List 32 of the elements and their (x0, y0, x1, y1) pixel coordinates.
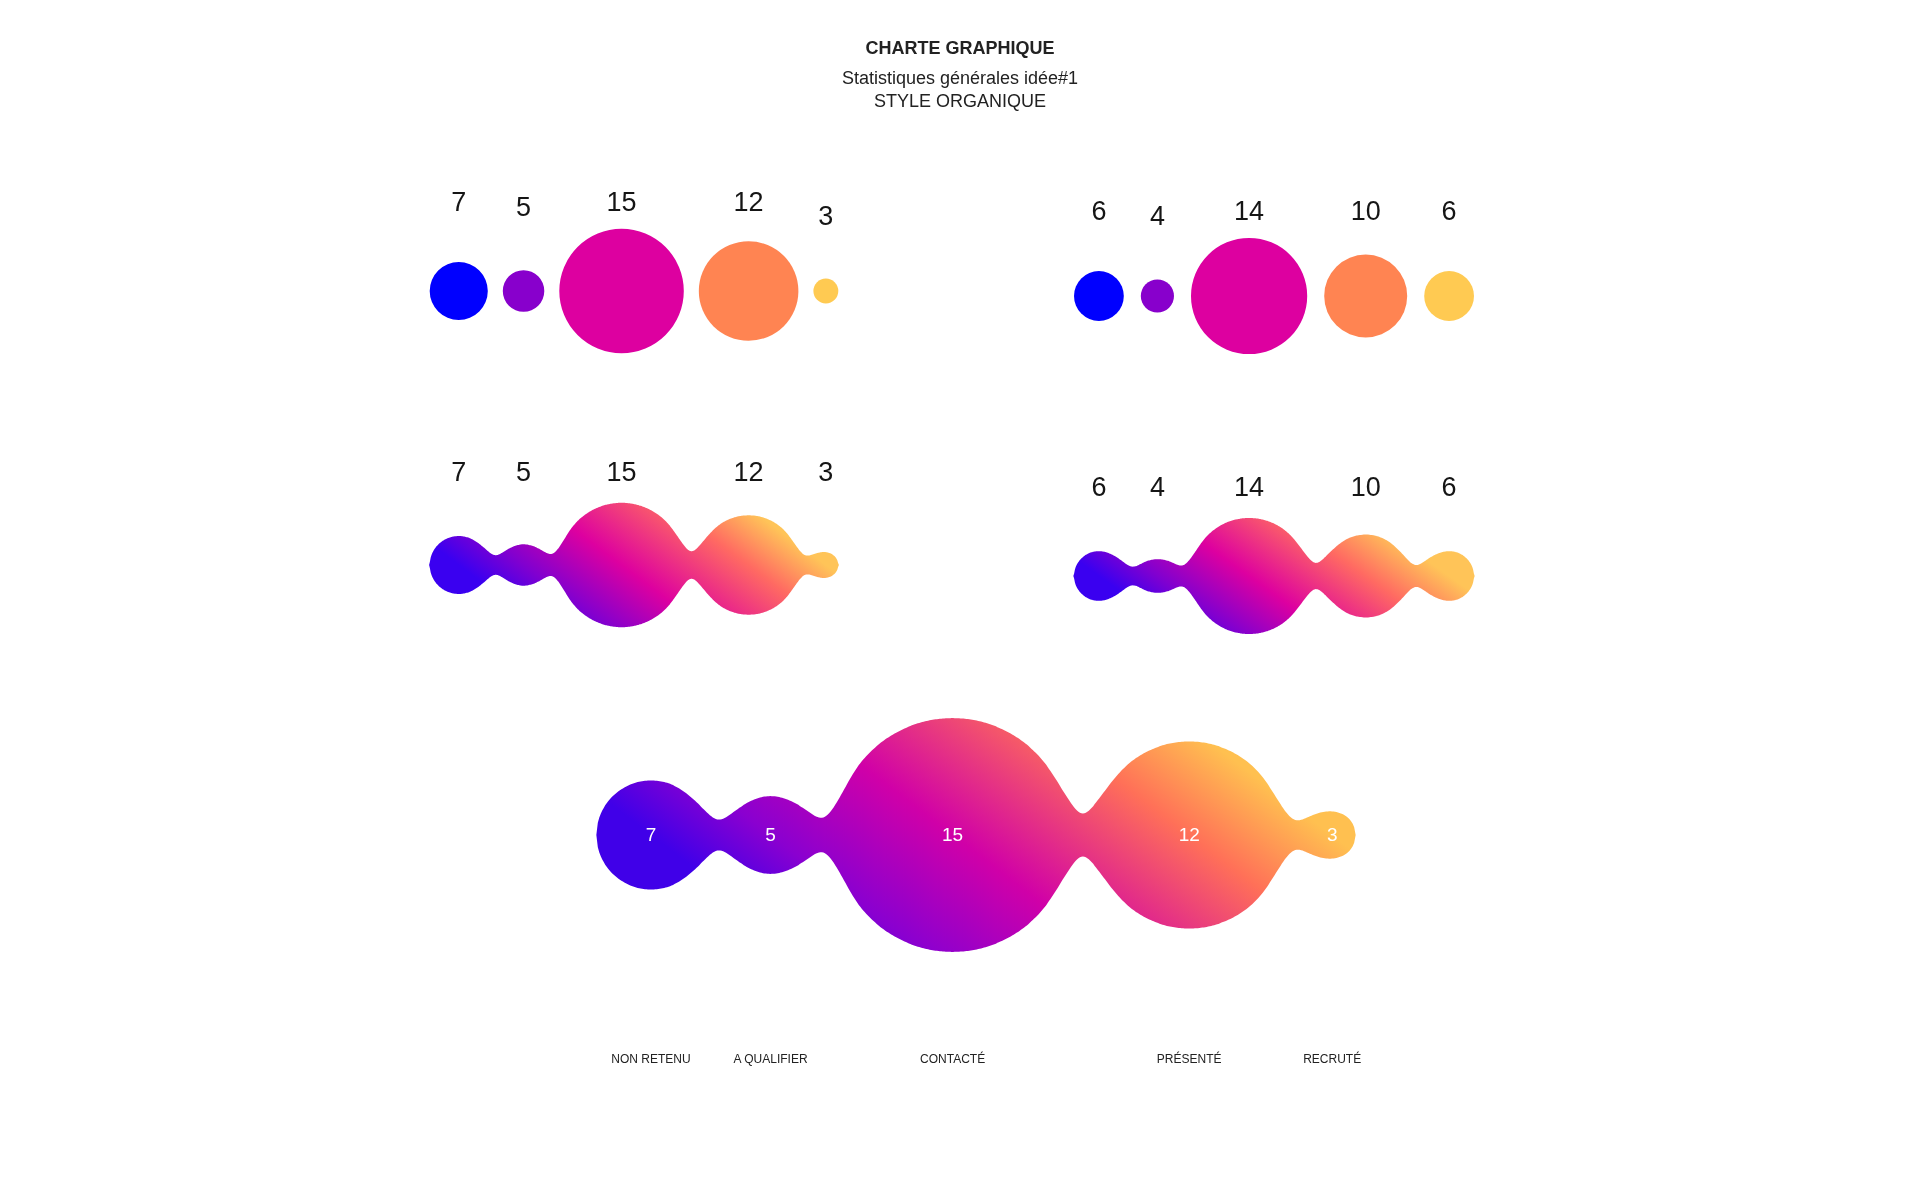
category-label: A QUALIFIER (733, 1052, 808, 1066)
data-label: 6 (1091, 195, 1107, 226)
data-label: 3 (818, 456, 834, 487)
data-label: 14 (1234, 195, 1265, 226)
data-label: 6 (1441, 195, 1457, 226)
data-label: 12 (733, 186, 764, 217)
data-label: 10 (1350, 195, 1381, 226)
data-label: 3 (1326, 824, 1338, 845)
data-label: 10 (1350, 471, 1381, 502)
text: Statistiques générales idée#1 STYLE ORGANIQUE (841, 68, 1079, 111)
data-label: 4 (1149, 201, 1165, 232)
category-label: CONTACTÉ (920, 1051, 986, 1066)
data-label: 5 (765, 824, 776, 845)
category-label: NON RETENU (611, 1052, 691, 1066)
data-label: 15 (606, 186, 637, 217)
data-label: 5 (516, 456, 532, 487)
data-label: 7 (645, 824, 657, 845)
data-label: 4 (1149, 471, 1165, 502)
data-label: 3 (818, 200, 834, 231)
data-label: 7 (451, 186, 467, 217)
data-label: 12 (733, 456, 764, 487)
data-label: 14 (1234, 471, 1265, 502)
text: CHARTE GRAPHIQUE (865, 38, 1055, 58)
data-label: 6 (1441, 471, 1457, 502)
data-label: 6 (1091, 471, 1107, 502)
data-label: 12 (1178, 824, 1200, 845)
data-label: 15 (606, 456, 637, 487)
category-label: RECRUTÉ (1303, 1051, 1362, 1066)
data-label: 15 (942, 824, 964, 845)
data-label: 7 (451, 456, 467, 487)
category-label: PRÉSENTÉ (1156, 1051, 1222, 1066)
data-label: 5 (516, 192, 532, 223)
